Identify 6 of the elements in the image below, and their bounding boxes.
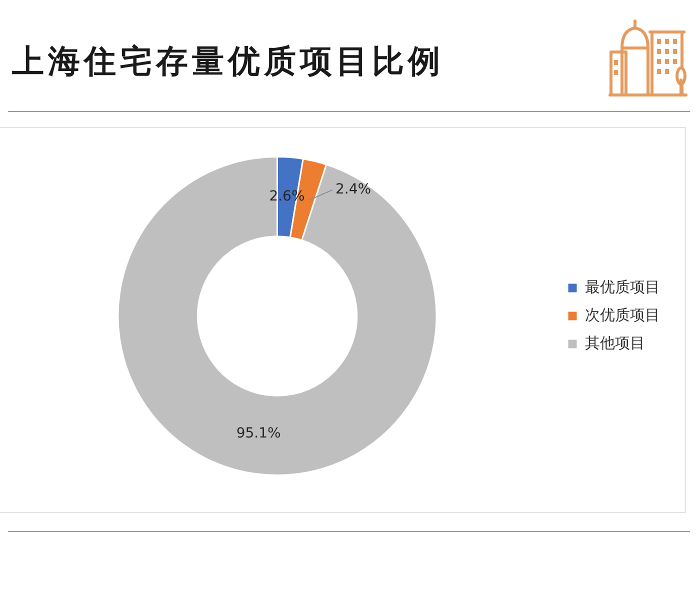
legend-label: 其他项目 (585, 334, 645, 352)
legend-label: 最优质项目 (585, 278, 660, 296)
legend-label: 次优质项目 (585, 306, 660, 324)
data-label: 95.1% (236, 426, 281, 442)
data-label: 2.4% (335, 182, 372, 198)
chart-title: 上海住宅存量优质项目比例 (12, 41, 444, 81)
